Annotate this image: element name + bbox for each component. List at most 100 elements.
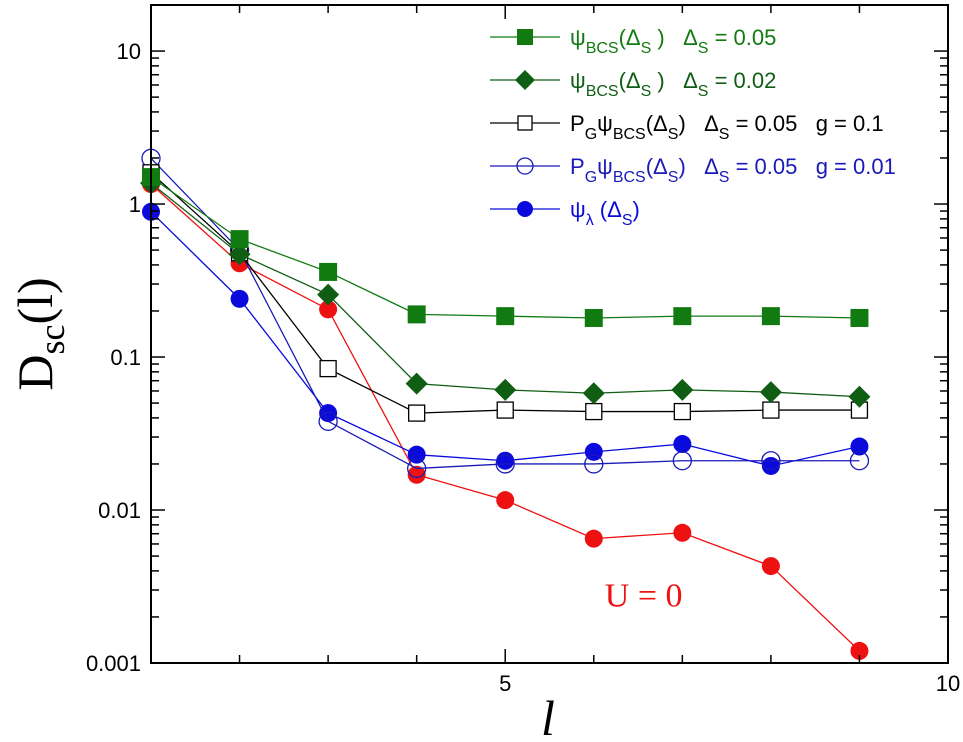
legend-label-text: ψ bbox=[570, 68, 586, 93]
series-0 bbox=[142, 168, 869, 327]
open-circle-marker bbox=[516, 157, 534, 175]
square-marker bbox=[407, 305, 426, 324]
x-tick-label: 10 bbox=[936, 671, 960, 696]
legend-label-subscript: S bbox=[668, 169, 679, 186]
legend-label-text: (Δ bbox=[619, 68, 641, 93]
legend-label: PGψBCS(ΔS) ΔS = 0.05 g = 0.1 bbox=[570, 111, 884, 143]
circle-marker bbox=[230, 289, 249, 308]
legend-label-text: (Δ bbox=[619, 25, 641, 50]
diamond-marker bbox=[494, 378, 517, 401]
legend-entry: PGψBCS(ΔS) ΔS = 0.05 g = 0.1 bbox=[490, 111, 884, 143]
legend-label-text: (Δ bbox=[594, 197, 622, 222]
square-marker bbox=[517, 29, 533, 45]
open-square-marker bbox=[408, 404, 426, 422]
legend-label-subscript: λ bbox=[586, 212, 594, 229]
diamond-marker bbox=[228, 243, 251, 266]
y-axis-label: Dsc(l) bbox=[7, 277, 72, 390]
series-line bbox=[150, 176, 860, 319]
series-line bbox=[150, 157, 860, 470]
legend-label-text: ψ bbox=[597, 111, 613, 136]
y-tick-label: 0.001 bbox=[86, 651, 141, 676]
y-tick-label: 0.1 bbox=[110, 345, 141, 370]
legend-label-text: ) bbox=[633, 197, 640, 222]
diamond-marker bbox=[848, 385, 871, 408]
legend-label-subscript: S bbox=[698, 40, 709, 57]
legend-label-text: (Δ bbox=[646, 154, 668, 179]
y-tick-label: 1 bbox=[129, 192, 141, 217]
circle-marker bbox=[319, 300, 338, 319]
diamond-marker bbox=[515, 70, 535, 90]
open-circle-marker bbox=[761, 451, 781, 471]
legend-label-text: ψ bbox=[597, 154, 613, 179]
open-circle-marker bbox=[849, 451, 870, 471]
legend-label-text: ) Δ bbox=[678, 154, 719, 179]
legend-label-subscript: S bbox=[641, 40, 652, 57]
plot-frame bbox=[150, 4, 949, 664]
legend-entry: ψλ (ΔS) bbox=[490, 197, 640, 229]
legend-label-subscript: S bbox=[668, 126, 679, 143]
legend-label: ψλ (ΔS) bbox=[570, 197, 640, 229]
y-label-sub: sc bbox=[32, 325, 72, 355]
open-square-marker bbox=[585, 402, 603, 421]
diamond-marker bbox=[671, 378, 694, 401]
legend-label: ψBCS(ΔS ) ΔS = 0.02 bbox=[570, 68, 776, 100]
legend-label-text: ) Δ bbox=[651, 25, 698, 50]
square-marker bbox=[584, 308, 603, 327]
series-1 bbox=[140, 172, 871, 408]
legend-label-text: (Δ bbox=[646, 111, 668, 136]
legend-label-text: = 0.02 bbox=[708, 68, 776, 93]
legend-label-subscript: BCS bbox=[613, 126, 646, 143]
series-line bbox=[150, 182, 860, 398]
circle-marker bbox=[319, 404, 338, 423]
square-marker bbox=[319, 262, 338, 281]
legend-label-subscript: S bbox=[698, 83, 709, 100]
legend-label-text: ) Δ bbox=[651, 68, 698, 93]
legend-label-subscript: BCS bbox=[586, 40, 619, 57]
legend-label-text: ) Δ bbox=[678, 111, 719, 136]
legend-label-subscript: S bbox=[641, 83, 652, 100]
open-square-marker bbox=[496, 401, 514, 419]
legend-entry: ψBCS(ΔS ) ΔS = 0.02 bbox=[490, 68, 776, 100]
x-tick-label: 5 bbox=[499, 671, 511, 696]
diamond-marker bbox=[759, 381, 782, 404]
legend-label-subscript: S bbox=[622, 212, 633, 229]
axis-ticks: 5 10 10 1 0.1 0.01 0.001 bbox=[86, 4, 960, 696]
legend-label-subscript: G bbox=[585, 169, 597, 186]
diamond-marker bbox=[405, 372, 428, 395]
legend-label: PGψBCS(ΔS) ΔS = 0.05 g = 0.01 bbox=[570, 154, 896, 186]
y-tick-label: 0.01 bbox=[98, 498, 141, 523]
y-tick-label: 10 bbox=[117, 39, 141, 64]
circle-marker bbox=[496, 491, 515, 510]
legend-entry: ψBCS(ΔS ) ΔS = 0.05 bbox=[490, 25, 776, 57]
square-marker bbox=[850, 308, 869, 327]
legend-label-subscript: S bbox=[719, 126, 730, 143]
open-circle-marker bbox=[318, 411, 338, 431]
diamond-marker bbox=[317, 283, 340, 306]
circle-marker bbox=[761, 456, 780, 475]
circle-marker bbox=[673, 523, 692, 542]
circle-marker bbox=[407, 445, 426, 464]
legend-label-text: = 0.05 g = 0.01 bbox=[729, 154, 895, 179]
legend-label-text: ψ bbox=[570, 197, 586, 222]
square-marker bbox=[673, 307, 692, 326]
circle-marker bbox=[407, 465, 426, 484]
circle-marker bbox=[517, 201, 533, 217]
open-square-marker bbox=[517, 115, 533, 131]
circle-marker bbox=[761, 557, 780, 576]
open-circle-marker bbox=[672, 451, 692, 471]
y-label-rest: (l) bbox=[7, 277, 63, 324]
legend-label: ψBCS(ΔS ) ΔS = 0.05 bbox=[570, 25, 776, 57]
series-5 bbox=[142, 175, 869, 660]
open-circle-marker bbox=[495, 454, 515, 474]
open-square-marker bbox=[673, 402, 691, 421]
circle-marker bbox=[850, 641, 869, 660]
plot-marks bbox=[140, 148, 871, 660]
legend-label-subscript: BCS bbox=[586, 83, 619, 100]
open-circle-marker bbox=[584, 454, 604, 474]
legend-label-text: ψ bbox=[570, 25, 586, 50]
legend-label-subscript: G bbox=[585, 126, 597, 143]
diamond-marker bbox=[582, 382, 605, 405]
legend-label-text: P bbox=[570, 111, 585, 136]
x-axis-label: l bbox=[541, 690, 555, 742]
